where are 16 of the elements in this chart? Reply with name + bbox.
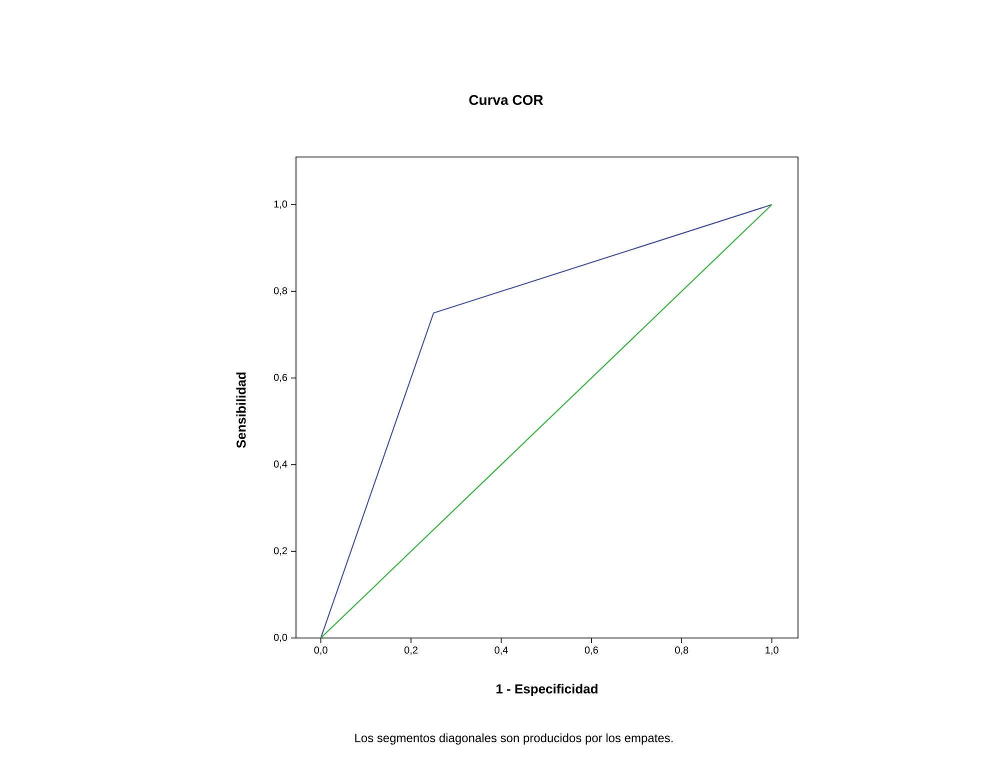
y-tick-label: 0,4: [274, 460, 288, 469]
x-tick-label: 0,4: [494, 646, 508, 655]
chart-title: Curva COR: [469, 95, 544, 105]
x-tick-label: 0,6: [584, 646, 598, 655]
x-tick-label: 0,0: [314, 646, 328, 655]
y-tick-label: 0,6: [274, 374, 288, 382]
y-axis-title: Sensibilidad: [236, 372, 246, 448]
x-tick-label: 1,0: [766, 646, 778, 655]
x-axis-title: 1 - Especificidad: [496, 684, 598, 696]
x-tick-label: 0,8: [675, 646, 688, 655]
y-tick-label: 1,0: [274, 200, 288, 209]
x-tick-label: 0,2: [404, 646, 418, 655]
text: Los segmentos diagonales son producidos por los empates.: [355, 733, 673, 745]
y-tick-label: 0,2: [274, 547, 287, 556]
y-tick-label: 0,0: [274, 634, 288, 642]
y-tick-label: 0,8: [274, 287, 288, 296]
